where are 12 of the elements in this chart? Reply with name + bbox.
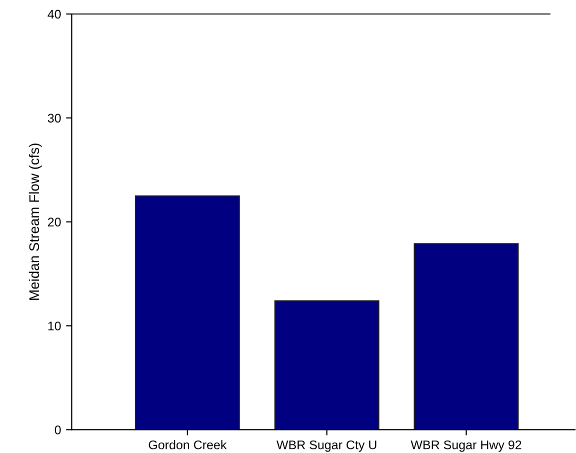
y-tick-label: 10 bbox=[48, 322, 61, 330]
x-tick-label: WBR Sugar Hwy 92 bbox=[410, 440, 522, 452]
bar bbox=[274, 300, 380, 430]
bar bbox=[134, 195, 240, 430]
y-tick-label: 20 bbox=[48, 218, 61, 226]
y-tick-label: 0 bbox=[54, 426, 61, 434]
y-tick-label: 30 bbox=[48, 114, 61, 123]
bar bbox=[414, 243, 519, 430]
x-tick-label: WBR Sugar Cty U bbox=[276, 440, 376, 452]
x-tick-label: Gordon Creek bbox=[148, 440, 227, 450]
y-tick-label: 40 bbox=[48, 10, 61, 19]
y-axis-title: Meidan Stream Flow (cfs) bbox=[28, 144, 42, 300]
